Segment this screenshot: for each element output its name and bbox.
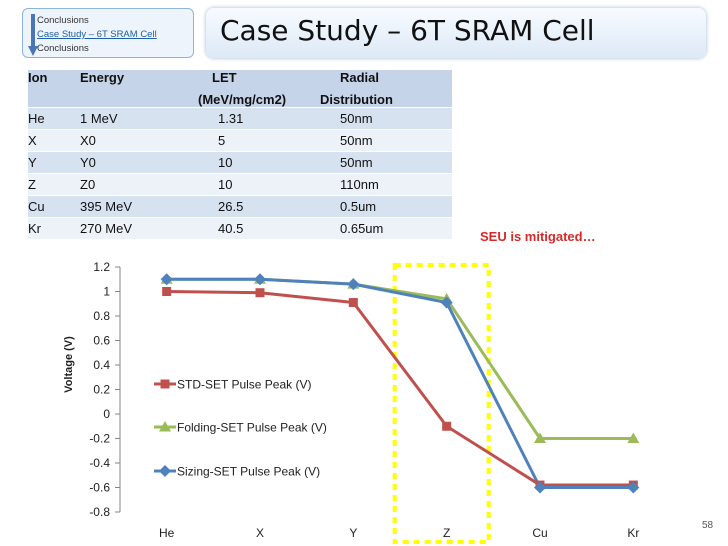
- table-row: X X0 5 50nm: [28, 129, 452, 152]
- x-tick-label: X: [256, 526, 264, 540]
- data-point: [627, 481, 640, 494]
- data-point: [255, 288, 265, 298]
- legend-swatch-marker: [160, 379, 170, 389]
- y-tick-label: 0.2: [93, 383, 110, 397]
- table-row: Cu 395 MeV 26.5 0.5um: [28, 195, 452, 218]
- legend-swatch-marker: [159, 421, 171, 432]
- title-box: Case Study – 6T SRAM Cell: [206, 8, 706, 58]
- x-tick-label: Z: [443, 526, 450, 540]
- series-line: [166, 290, 634, 487]
- header-let-line2: (MeV/mg/cm2): [198, 92, 287, 107]
- cell-energy: X0: [80, 129, 198, 152]
- header-let: LET (MeV/mg/cm2): [198, 70, 320, 108]
- voltage-line-chart: 1.2 1 0.8 0.6 0.4 0.2 0 -0.2 -0.4 -0.6 -0.8 Voltage…: [63, 260, 640, 544]
- header-radial-line1: Radial: [340, 70, 380, 85]
- cell-energy: 395 MeV: [80, 195, 198, 218]
- cell-let: 10: [198, 173, 320, 196]
- cell-radial: 50nm: [320, 107, 452, 130]
- cell-radial: 50nm: [320, 129, 452, 152]
- y-tick-label: 1: [103, 285, 110, 299]
- header-energy: Energy: [80, 70, 198, 108]
- cell-let: 1.31: [198, 107, 320, 130]
- data-point: [442, 421, 452, 431]
- section-navigator: Conclusions Case Study – 6T SRAM Cell Co…: [22, 8, 194, 58]
- down-arrow-icon: [28, 14, 38, 56]
- legend-label: STD-SET Pulse Peak (V): [177, 378, 311, 392]
- data-point: [162, 287, 172, 296]
- x-tick-label: Kr: [627, 526, 639, 540]
- data-point: [440, 296, 453, 309]
- series-line: [166, 277, 634, 440]
- cell-let: 10: [198, 151, 320, 174]
- cell-let: 40.5: [198, 217, 320, 240]
- legend-label: Sizing-SET Pulse Peak (V): [177, 465, 320, 479]
- nav-item-case-study[interactable]: Case Study – 6T SRAM Cell: [37, 29, 157, 40]
- cell-ion: Y: [28, 151, 80, 174]
- data-point: [627, 432, 640, 443]
- header-ion: Ion: [28, 70, 80, 108]
- y-tick-label: -0.6: [89, 481, 110, 495]
- legend-label: Folding-SET Pulse Peak (V): [177, 421, 327, 435]
- cell-radial: 50nm: [320, 151, 452, 174]
- ion-table: Ion Energy LET (MeV/mg/cm2) Radial Distr…: [28, 70, 452, 240]
- y-tick-label: 0: [103, 407, 110, 421]
- data-point: [254, 273, 266, 286]
- x-tick-label: Cu: [532, 526, 547, 540]
- series-line: [166, 277, 634, 489]
- data-point: [160, 273, 173, 286]
- header-let-line1: LET: [212, 70, 237, 85]
- legend-swatch-marker: [159, 465, 171, 477]
- cell-ion: He: [28, 107, 80, 130]
- cell-radial: 0.5um: [320, 195, 452, 218]
- page-number: 58: [702, 520, 714, 531]
- page-title: Case Study – 6T SRAM Cell: [220, 14, 595, 47]
- cell-ion: Z: [28, 173, 80, 196]
- table-header-row: Ion Energy LET (MeV/mg/cm2) Radial Distr…: [28, 70, 452, 108]
- data-point: [347, 278, 360, 291]
- y-tick-label: -0.4: [89, 456, 110, 470]
- x-tick-label: Y: [349, 526, 357, 540]
- y-tick-label: 0.4: [93, 358, 110, 372]
- cell-ion: Cu: [28, 195, 80, 218]
- cell-let: 5: [198, 129, 320, 152]
- nav-item-conclusions-next[interactable]: Conclusions: [37, 43, 89, 54]
- cell-radial: 110nm: [320, 173, 452, 196]
- cell-let: 26.5: [198, 195, 320, 218]
- y-tick-label: -0.2: [89, 432, 110, 446]
- table-row: Y Y0 10 50nm: [28, 151, 452, 174]
- cell-ion: X: [28, 129, 80, 152]
- y-tick-label: 0.8: [93, 309, 110, 323]
- cell-energy: 1 MeV: [80, 107, 198, 130]
- y-tick-label: 0.6: [93, 334, 110, 348]
- x-tick-label: He: [159, 526, 175, 540]
- y-axis-title: Voltage (V): [63, 336, 75, 393]
- table-row: He 1 MeV 1.31 50nm: [28, 107, 452, 130]
- cell-energy: Z0: [80, 173, 198, 196]
- data-point: [348, 298, 358, 308]
- header-radial: Radial Distribution: [320, 70, 452, 108]
- header-radial-line2: Distribution: [320, 92, 393, 107]
- cell-ion: Kr: [28, 217, 80, 240]
- y-tick-label: 1.2: [93, 260, 110, 274]
- cell-energy: 270 MeV: [80, 217, 198, 240]
- highlight-box: [392, 263, 491, 544]
- y-tick-label: -0.8: [89, 505, 110, 519]
- data-point: [534, 481, 546, 494]
- seu-annotation: SEU is mitigated…: [480, 229, 596, 244]
- cell-radial: 0.65um: [320, 217, 452, 240]
- nav-item-conclusions-prev[interactable]: Conclusions: [37, 15, 89, 26]
- table-row: Z Z0 10 110nm: [28, 173, 452, 196]
- cell-energy: Y0: [80, 151, 198, 174]
- data-point: [534, 432, 546, 443]
- table-row: Kr 270 MeV 40.5 0.65um: [28, 217, 452, 240]
